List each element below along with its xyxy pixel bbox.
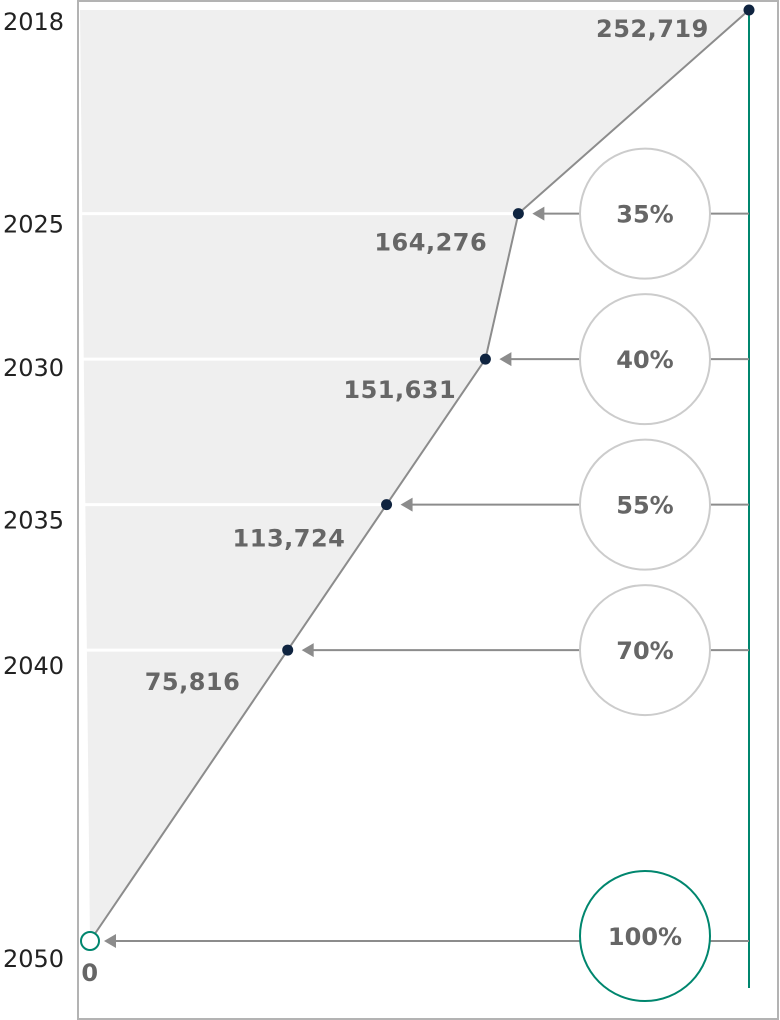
year-label: 2050: [3, 945, 64, 973]
year-label: 2025: [3, 211, 64, 239]
reduction-circle: [579, 438, 711, 571]
reduction-circle: [579, 293, 711, 426]
reduction-circle: [579, 870, 711, 1002]
data-point: [512, 208, 524, 220]
value-label: 252,719: [596, 15, 709, 43]
year-axis: 2018 2025 2030 2035 2040 2050: [3, 8, 64, 973]
reduction-label: 100%: [608, 923, 682, 951]
end-point: [80, 931, 100, 951]
gridlines: [80, 212, 519, 652]
data-point: [282, 644, 294, 656]
reduction-label: 40%: [616, 346, 673, 374]
arrow-head: [301, 643, 314, 658]
reduction-label: 35%: [616, 201, 673, 229]
year-label: 2018: [3, 8, 64, 36]
points: [80, 4, 755, 951]
value-label: 151,631: [343, 376, 456, 404]
reduction-label: 55%: [616, 492, 673, 520]
value-label: 113,724: [233, 525, 346, 553]
year-label: 2030: [3, 354, 64, 382]
value-label: 0: [81, 959, 98, 987]
value-label: 164,276: [374, 229, 487, 257]
year-label: 2040: [3, 652, 64, 680]
arrow-head: [532, 206, 545, 221]
reduction-circle: [579, 584, 711, 717]
data-point: [743, 4, 755, 16]
value-label: 75,816: [145, 668, 241, 696]
data-point: [479, 353, 491, 365]
arrow-head: [104, 934, 116, 948]
year-label: 2035: [3, 507, 64, 535]
arrows: [104, 206, 749, 948]
value-labels: 252,719 164,276 151,631 113,724 75,816 0: [81, 15, 708, 987]
reduction-label: 70%: [616, 637, 673, 665]
arrow-head: [400, 497, 413, 512]
reduction-circle: [579, 147, 711, 280]
reduction-circles: 35% 40% 55% 70% 100%: [579, 147, 711, 1002]
data-point: [381, 499, 393, 511]
series-line: [89, 9, 750, 942]
plot-frame: [77, 0, 779, 1020]
arrow-head: [499, 352, 512, 367]
